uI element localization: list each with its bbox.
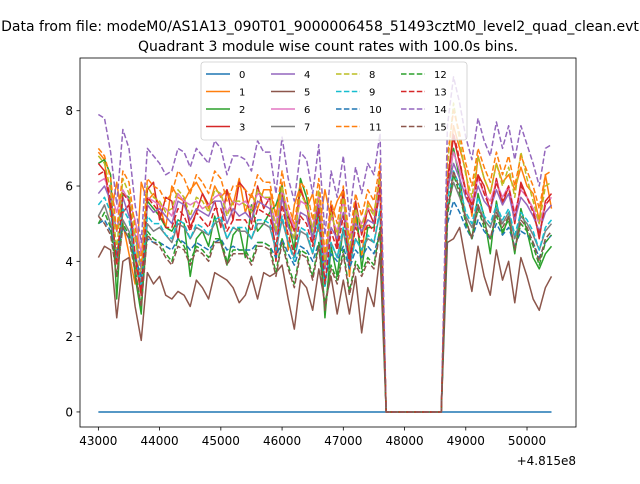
legend-label-5: 5	[304, 88, 310, 99]
legend-label-7: 7	[304, 123, 310, 134]
series-line-13	[97, 132, 553, 413]
series-line-8	[97, 102, 552, 413]
x-tick-label: 44000	[141, 434, 179, 448]
series-line-15	[97, 170, 553, 413]
y-tick-label: 8	[65, 104, 73, 118]
x-tick-label: 50000	[508, 434, 546, 448]
legend-label-11: 11	[369, 123, 382, 134]
x-tick-label: 47000	[324, 434, 362, 448]
x-tick-label: 49000	[447, 434, 485, 448]
legend-label-15: 15	[434, 123, 447, 134]
y-tick-label: 0	[65, 405, 73, 419]
legend-label-13: 13	[434, 88, 447, 99]
legend-label-0: 0	[239, 70, 245, 81]
series-line-1	[97, 125, 553, 413]
x-tick-label: 43000	[79, 434, 117, 448]
series-line-10	[97, 200, 553, 413]
series-line-9	[97, 170, 553, 413]
legend-label-8: 8	[369, 70, 375, 81]
legend-label-3: 3	[239, 123, 245, 134]
chart-title: Quadrant 3 module wise count rates with …	[138, 39, 518, 55]
x-tick-label: 46000	[263, 434, 301, 448]
legend-label-14: 14	[434, 105, 447, 116]
legend-label-9: 9	[369, 88, 375, 99]
x-tick-label: 48000	[385, 434, 423, 448]
series-line-4	[97, 162, 553, 413]
legend-box	[200, 61, 468, 141]
legend-label-4: 4	[304, 70, 310, 81]
legend-label-1: 1	[239, 88, 245, 99]
y-tick-label: 2	[65, 330, 73, 344]
legend-label-10: 10	[369, 105, 382, 116]
axes-frame	[79, 57, 577, 428]
plot-area	[97, 76, 553, 413]
legend-label-2: 2	[239, 105, 245, 116]
figure-suptitle: Data from file: modeM0/AS1A13_090T01_900…	[1, 19, 639, 35]
axes: 43000 44000 45000 46000 47000 48000 49000 50000…	[65, 57, 577, 448]
legend-label-12: 12	[434, 70, 447, 81]
y-tick-label: 6	[65, 180, 73, 194]
legend-label-6: 6	[304, 105, 310, 116]
x-tick-label: 45000	[202, 434, 240, 448]
x-axis-offset-label: +4.815e8	[517, 454, 576, 468]
y-tick-label: 4	[65, 255, 73, 269]
series-line-11	[97, 109, 552, 413]
